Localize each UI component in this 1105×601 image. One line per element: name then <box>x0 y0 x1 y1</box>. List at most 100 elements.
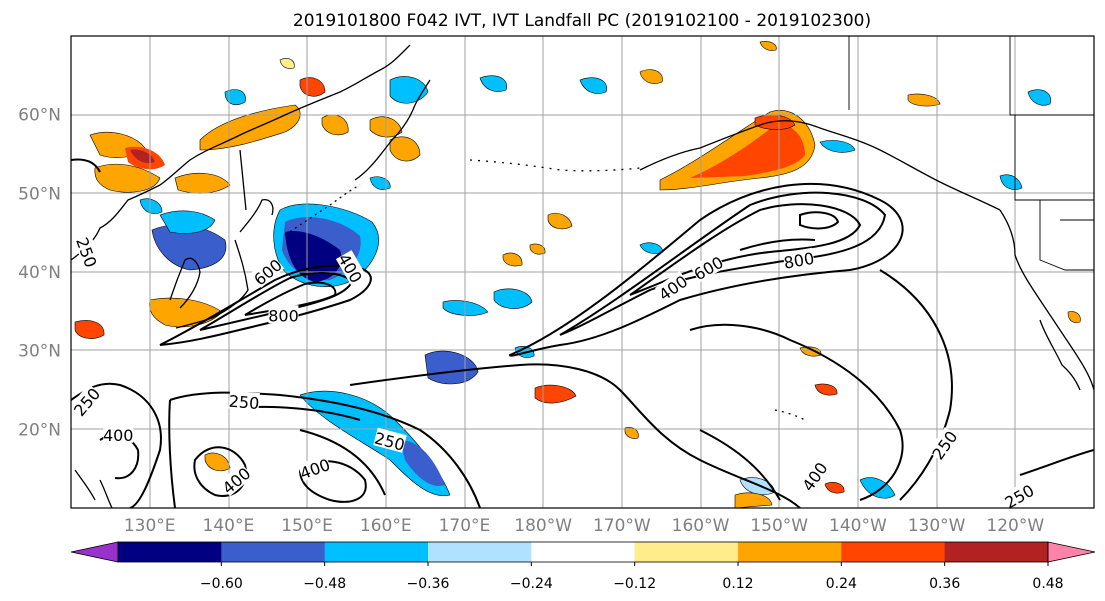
shading-blob <box>734 492 773 508</box>
lat-axis: 60°N 50°N 40°N 30°N 20°N <box>18 106 61 441</box>
colorbar-outline <box>117 541 1049 563</box>
contour-line <box>168 399 176 508</box>
colorbar: −0.60 −0.48 −0.36 −0.24 −0.12 0.12 0.24 0.36 0.4… <box>70 541 1096 592</box>
korea-coast <box>169 257 201 309</box>
baja-coast <box>1039 319 1081 391</box>
colorbar-tick-label: −0.60 <box>200 576 243 592</box>
colorbar-tick-label: −0.36 <box>407 576 450 592</box>
lat-tick-label: 30°N <box>18 342 61 362</box>
shading-blob <box>999 174 1023 190</box>
colorbar-tick-label: −0.48 <box>303 576 346 592</box>
contour-line <box>349 363 801 508</box>
shading-blob <box>224 89 246 105</box>
shading-blob <box>479 75 507 92</box>
shading-blob <box>389 76 429 104</box>
aleutian-islands <box>469 159 641 172</box>
shading-blob <box>159 210 216 234</box>
shading-blob <box>907 93 941 107</box>
shading-blob <box>690 124 805 178</box>
colorbar-box <box>531 542 636 562</box>
shading-blob <box>759 41 777 51</box>
contour-line <box>689 323 904 501</box>
lat-tick-label: 50°N <box>18 184 61 204</box>
kuril-islands <box>284 184 361 236</box>
shading-blob <box>130 149 155 164</box>
lon-tick-label: 130°W <box>908 516 966 536</box>
shading-blob <box>285 230 342 282</box>
political-borders <box>848 36 1094 271</box>
lat-tick-label: 40°N <box>18 263 61 283</box>
shading-blob <box>174 172 231 194</box>
shading-blob <box>389 136 421 162</box>
shading-blob <box>139 198 163 214</box>
contour-line <box>169 391 481 508</box>
colorbar-tick-label: −0.24 <box>510 576 553 592</box>
contour-label: 800 <box>268 305 299 325</box>
contour-line <box>193 446 247 497</box>
shading-blob <box>547 212 573 230</box>
shading-blob <box>824 482 845 494</box>
shading-blob <box>369 176 391 190</box>
lon-tick-label: 120°W <box>986 516 1044 536</box>
lon-tick-label: 150°W <box>750 516 808 536</box>
shading-blob <box>299 77 326 97</box>
contour-line <box>71 158 101 173</box>
contour-line <box>71 382 162 508</box>
colorbar-tick-label: −0.12 <box>613 576 656 592</box>
sakhalin-coast <box>239 149 247 211</box>
lon-tick-label: 140°E <box>203 516 255 536</box>
shading-blob <box>534 384 577 404</box>
colorbar-box <box>944 542 1049 562</box>
colorbar-box <box>221 542 326 562</box>
contour-label-text: 250 <box>228 392 260 414</box>
shading-blob <box>204 452 231 472</box>
shading-blob <box>400 440 445 486</box>
lon-tick-label: 180°W <box>514 516 572 536</box>
lon-tick-label: 150°E <box>281 516 333 536</box>
contour-label: 250 <box>372 427 407 455</box>
contour-line <box>629 203 862 296</box>
colorbar-tick-label: 0.36 <box>929 576 960 592</box>
contour-line <box>879 269 953 501</box>
lat-tick-label: 20°N <box>18 420 61 440</box>
colorbar-box <box>324 542 429 562</box>
figure-title: 2019101800 F042 IVT, IVT Landfall PC (20… <box>293 11 871 31</box>
shading-blob <box>493 288 533 309</box>
colorbar-tick-label: 0.48 <box>1032 576 1063 592</box>
asia-coast <box>71 44 411 261</box>
shading-blob <box>94 163 161 193</box>
colorbar-box <box>428 542 532 562</box>
contour-line <box>799 211 840 230</box>
contour-line <box>244 281 337 316</box>
contour-line <box>1019 449 1094 476</box>
colorbar-box <box>841 542 946 562</box>
colorbar-box <box>738 542 842 562</box>
shading-blob <box>199 104 301 151</box>
hawaii-islands <box>774 409 806 421</box>
philippines-coast <box>74 469 113 508</box>
contour-label-text: 800 <box>268 306 299 325</box>
lon-axis: 130°E 140°E 150°E 160°E 170°E 180°W 170°W 160°W… <box>124 516 1045 536</box>
kamchatka-coast <box>354 79 431 181</box>
contour-label-text: 400 <box>103 426 134 445</box>
lat-tick-label: 60°N <box>18 106 61 126</box>
contour-line <box>739 238 816 251</box>
map-frame <box>70 35 1095 509</box>
contour-label: 400 <box>103 424 134 445</box>
shading-blob <box>639 69 663 84</box>
lon-tick-label: 160°W <box>672 516 730 536</box>
alaska-coast <box>639 120 1001 211</box>
lon-tick-label: 130°E <box>124 516 176 536</box>
ivt-contours <box>71 158 1094 508</box>
shading-blob <box>529 243 546 255</box>
contour-line <box>299 429 386 496</box>
colorbar-box <box>118 542 222 562</box>
contour-line <box>159 264 372 346</box>
lon-tick-label: 170°E <box>439 516 491 536</box>
shading-blob <box>1067 311 1081 323</box>
colorbar-extend-min <box>70 541 119 563</box>
contour-label: 800 <box>782 247 816 273</box>
shading-blob <box>819 140 856 153</box>
contour-label: 250 <box>228 390 260 414</box>
